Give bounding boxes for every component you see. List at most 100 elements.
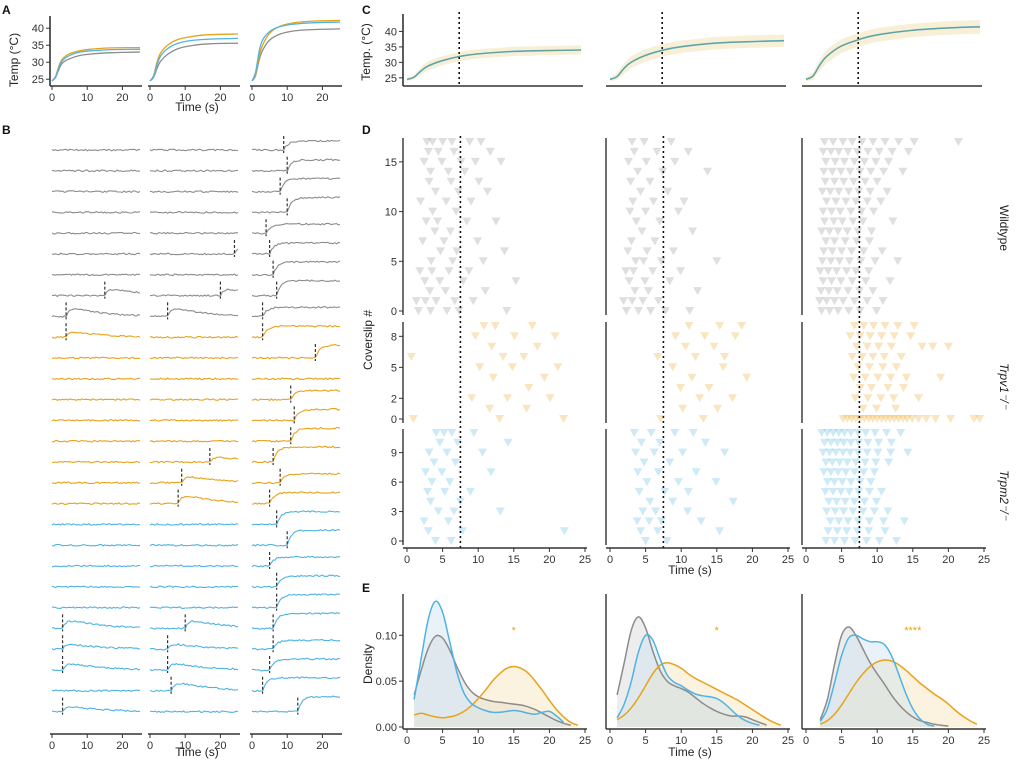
panel-e-densities: * 0 5 10 15 20 25 0.00 0.05 0.10 * 0 5 10 15 20 25 **** 0 5…: [376, 594, 990, 747]
panel-d-event-wildtype-2-18: [648, 197, 658, 206]
panel-d-event-wildtype-2-7: [624, 157, 633, 166]
panel-d-event-trpv1-3-58: [885, 415, 895, 423]
panel-d-event-wildtype-1-38: [473, 237, 482, 246]
panel-d-event-wildtype-2-20: [625, 207, 635, 216]
panel-d-event-trpv1-3-45: [872, 404, 881, 413]
panel-d-event-trpv1-2-20: [678, 404, 688, 413]
panel-d-event-wildtype-3-104: [832, 287, 842, 296]
panel-d-event-trpm2-3-78: [899, 517, 909, 526]
panel-d-event-wildtype-3-103: [824, 287, 834, 296]
panel-d-event-trpm2-3-51: [866, 478, 876, 487]
panel-a-ytick-25-label: 25: [32, 74, 44, 86]
panel-d-event-trpv1-3-31: [873, 373, 883, 382]
panel-d-event-trpv1-3-64: [914, 415, 923, 423]
panel-d-ytick-3-9-label: 9: [391, 448, 397, 460]
panel-b-trace-3-1: [251, 139, 341, 152]
panel-d-event-wildtype-3-23: [849, 157, 859, 166]
panel-d-event-trpv1-2-8: [709, 342, 719, 351]
panel-d-event-trpm2-3-29: [886, 448, 896, 457]
panel-d-event-wildtype-3-10: [953, 138, 963, 146]
panel-label-a: A: [2, 3, 11, 17]
panel-e-area-trpv1-1: [414, 666, 578, 727]
panel-d-event-trpm2-2-29: [632, 517, 642, 526]
panel-d-event-wildtype-3-69: [842, 227, 852, 236]
panel-d-event-wildtype-2-50: [621, 307, 631, 315]
panel-b-trace-3-13: [252, 389, 341, 402]
panel-d-event-wildtype-1-55: [480, 287, 490, 296]
panel-d-event-trpv1-1-10: [406, 353, 416, 361]
panel-label-b: B: [2, 123, 11, 137]
panel-b-trace-1-8: [51, 288, 141, 298]
panel-d-event-trpv1-3-24: [896, 353, 906, 361]
panel-d-event-trpm2-3-66: [830, 507, 840, 516]
panel-d-event-wildtype-3-24: [859, 157, 869, 166]
panel-d-event-wildtype-3-65: [888, 217, 898, 226]
group-label-trpm2: Trpm2⁻/⁻: [997, 470, 1011, 521]
panel-d-event-wildtype-2-46: [619, 297, 628, 306]
panel-d-event-trpm2-3-37: [871, 458, 881, 467]
panel-b-trace-3-16: [251, 445, 341, 464]
panel-e-xtick-1-15-label: 15: [508, 735, 520, 747]
panel-d-event-wildtype-1-30: [421, 217, 431, 226]
panel-d-event-wildtype-2-41: [640, 277, 650, 286]
panel-d-ytick-3-3-label: 3: [391, 507, 397, 519]
panel-d-event-trpv1-3-44: [858, 404, 868, 413]
panel-d-event-trpm2-3-76: [864, 517, 874, 526]
panel-d-event-wildtype-1-17: [443, 167, 453, 176]
panel-d-event-trpm2-2-31: [656, 517, 666, 526]
panel-b-trace-3-18: [251, 491, 341, 505]
panel-d-event-wildtype-3-30: [845, 167, 855, 176]
panel-d-event-wildtype-2-12: [703, 167, 712, 176]
panel-b-xtick-3-20-label: 20: [316, 740, 328, 752]
panel-c-sem-band-2: [610, 34, 784, 82]
panel-d-event-wildtype-3-110: [830, 297, 839, 306]
panel-d-event-trpm2-1-4: [469, 429, 479, 437]
panel-d-event-wildtype-3-7: [880, 138, 890, 146]
panel-d-event-trpv1-3-23: [879, 353, 889, 361]
panel-b-trace-2-9: [149, 308, 239, 318]
panel-label-c: C: [362, 3, 371, 17]
panel-d-event-wildtype-3-56: [835, 207, 845, 216]
panel-d-event-wildtype-1-3: [438, 138, 448, 146]
panel-d-event-trpv1-2-10: [690, 353, 700, 361]
panel-b-trace-1-25: [51, 643, 141, 651]
panel-d-event-trpv1-2-3: [737, 322, 747, 330]
panel-d-event-wildtype-2-14: [645, 177, 655, 186]
panel-d-event-trpm2-2-4: [688, 429, 698, 437]
panel-b-trace-2-14: [149, 418, 239, 422]
panel-d-event-trpv1-3-34: [936, 373, 946, 382]
panel-b-trace-2-13: [149, 398, 239, 401]
panel-b-xtick-2-10-label: 10: [179, 740, 191, 752]
panel-d-ytick-3-6-label: 6: [391, 477, 397, 489]
panel-d-event-trpv1-3-57: [881, 415, 891, 423]
panel-a-line-trpm2-3: [251, 21, 341, 82]
panel-d-event-trpm2-3-80: [832, 527, 842, 536]
panel-d-event-wildtype-3-105: [843, 287, 853, 296]
panel-e-line-trpm2-3: [819, 634, 935, 727]
panel-d-event-trpm2-3-58: [877, 487, 886, 496]
panel-a-xtick-2-20-label: 20: [214, 92, 226, 104]
panel-d-xtick-3-25-label: 25: [978, 554, 990, 566]
panel-d-event-trpm2-3-39: [819, 468, 829, 477]
panel-b-trace-3-22: [251, 574, 341, 589]
panel-d-event-trpv1-3-63: [907, 415, 917, 423]
panel-d-event-trpm2-3-24: [838, 448, 848, 457]
panel-b-trace-2-2: [149, 169, 238, 173]
panel-d-event-wildtype-3-71: [867, 227, 876, 236]
panel-d-event-wildtype-2-52: [646, 307, 656, 315]
panel-d-event-trpm2-3-82: [852, 527, 862, 536]
panel-d-event-wildtype-3-49: [831, 197, 841, 206]
panel-b-trace-1-11: [51, 356, 141, 360]
panel-b-trace-2-8: [150, 288, 238, 297]
panel-a-line-trpm2-2: [149, 37, 239, 82]
panel-d-event-wildtype-1-59: [450, 297, 460, 306]
panel-d-event-trpv1-3-21: [857, 353, 867, 361]
panel-d-event-trpm2-3-57: [864, 487, 874, 496]
panel-d-event-trpm2-3-71: [883, 507, 893, 516]
panel-d-event-wildtype-1-52: [511, 277, 521, 286]
panel-d-xtick-1-25-label: 25: [579, 554, 591, 566]
panel-d-event-trpv1-1-22: [522, 404, 532, 413]
panel-d-event-wildtype-3-4: [847, 138, 857, 146]
panel-e-line-trpv1-1: [413, 665, 579, 726]
panel-d-event-wildtype-3-93: [842, 267, 852, 276]
